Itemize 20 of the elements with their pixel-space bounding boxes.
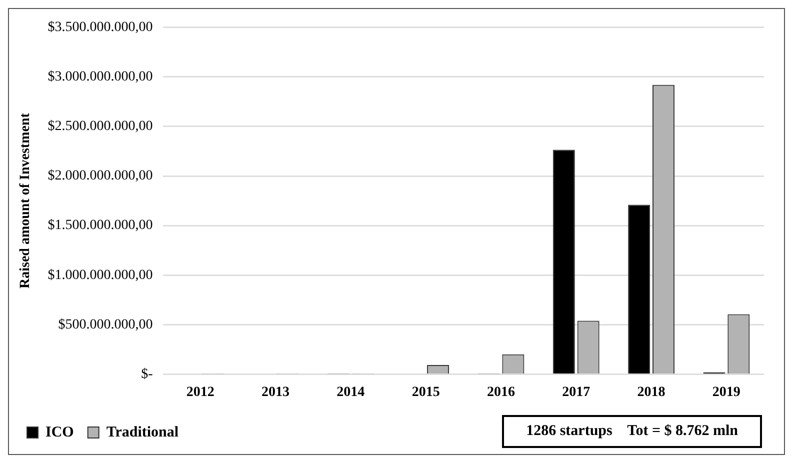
x-tick-label: 2014 (336, 385, 365, 400)
text: 1286 startups Tot = $ 8.762 mln (502, 415, 762, 448)
x-tick-label: 2012 (186, 385, 214, 400)
y-tick-label: $3.500.000.000,00 (48, 20, 153, 36)
x-tick-label: 2019 (712, 385, 740, 400)
legend-label: ICO (46, 424, 74, 440)
x-tick-label: 2015 (412, 385, 440, 400)
y-axis-title: Raised amount of Investment (18, 112, 34, 288)
x-tick-label: 2018 (637, 385, 666, 400)
x-tick-label: 2013 (262, 385, 290, 400)
y-tick-label: $500.000.000,00 (58, 317, 153, 332)
y-tick-label: $- (141, 366, 154, 382)
x-tick-label: 2016 (486, 385, 515, 400)
y-tick-label: $2.000.000.000,00 (48, 168, 153, 184)
y-tick-label: $2.500.000.000,00 (48, 119, 153, 134)
y-tick-label: $1.500.000.000,00 (48, 218, 153, 234)
y-tick-label: $3.000.000.000,00 (48, 70, 153, 85)
y-tick-label: $1.000.000.000,00 (48, 268, 153, 283)
x-tick-label: 2017 (562, 385, 590, 400)
legend-label: Traditional (106, 424, 179, 440)
